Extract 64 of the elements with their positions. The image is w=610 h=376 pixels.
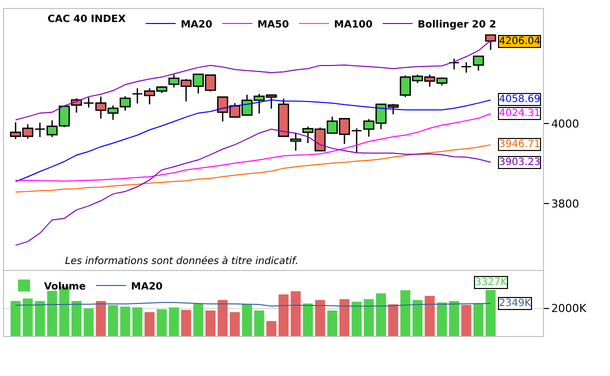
bar bbox=[108, 305, 118, 336]
bar bbox=[266, 321, 276, 336]
bar bbox=[364, 299, 374, 336]
bar bbox=[218, 300, 228, 336]
bar bbox=[168, 307, 179, 336]
legend-label: MA20 bbox=[131, 281, 163, 292]
data-label: 3903.23 bbox=[499, 157, 540, 168]
bar bbox=[205, 310, 216, 336]
bar bbox=[254, 310, 264, 336]
bar bbox=[376, 293, 386, 336]
bar bbox=[290, 291, 301, 336]
bar bbox=[424, 296, 435, 336]
bar bbox=[449, 301, 460, 336]
bar bbox=[486, 290, 496, 336]
bar bbox=[327, 310, 338, 336]
bar bbox=[120, 306, 130, 336]
legend-label: MA20 bbox=[180, 19, 212, 30]
y-tick-label: 4000 bbox=[551, 117, 580, 130]
bar bbox=[181, 310, 192, 336]
legend-label: MA100 bbox=[334, 19, 373, 30]
bar bbox=[400, 290, 410, 336]
bar bbox=[302, 304, 313, 336]
bar bbox=[412, 300, 423, 336]
bar bbox=[461, 304, 472, 336]
bar bbox=[84, 308, 94, 336]
line-series bbox=[15, 113, 492, 182]
bar bbox=[473, 303, 484, 336]
bar bbox=[339, 299, 350, 336]
text: CAC 40 INDEX bbox=[48, 14, 126, 25]
bar bbox=[352, 302, 362, 336]
data-label: 3327K bbox=[475, 277, 508, 288]
bar bbox=[144, 312, 155, 336]
legend-label: MA50 bbox=[257, 19, 289, 30]
bar bbox=[315, 300, 326, 336]
legend-label: Bollinger 20 2 bbox=[418, 19, 496, 30]
legend-label: Volume bbox=[44, 281, 86, 292]
data-label: 4024.31 bbox=[499, 108, 540, 119]
bar bbox=[71, 301, 82, 336]
candlestick bbox=[460, 62, 472, 74]
bar bbox=[34, 301, 45, 336]
candlestick bbox=[83, 96, 94, 108]
bar bbox=[388, 304, 398, 336]
data-label: 4058.69 bbox=[499, 94, 540, 105]
bar bbox=[242, 304, 252, 336]
line-series bbox=[15, 144, 492, 192]
y-tick-label: 2000K bbox=[551, 302, 588, 316]
y-tick-label: 3800 bbox=[551, 197, 580, 210]
annotation: Les informations sont données à titre indicatif. bbox=[65, 256, 298, 267]
bar bbox=[132, 307, 142, 336]
line-series bbox=[15, 128, 492, 246]
candlestick bbox=[120, 96, 131, 112]
bar bbox=[22, 298, 33, 336]
bar bbox=[156, 309, 167, 336]
data-label: 3946.71 bbox=[499, 139, 540, 150]
bar bbox=[278, 294, 289, 336]
bar bbox=[96, 301, 106, 336]
candlestick bbox=[290, 132, 302, 152]
bar bbox=[436, 302, 447, 336]
text: 4206.04 bbox=[499, 36, 540, 47]
data-label: 2349K bbox=[499, 298, 532, 309]
bar bbox=[193, 304, 204, 336]
bar bbox=[230, 312, 240, 336]
bar bbox=[47, 290, 58, 336]
bar bbox=[10, 301, 21, 336]
